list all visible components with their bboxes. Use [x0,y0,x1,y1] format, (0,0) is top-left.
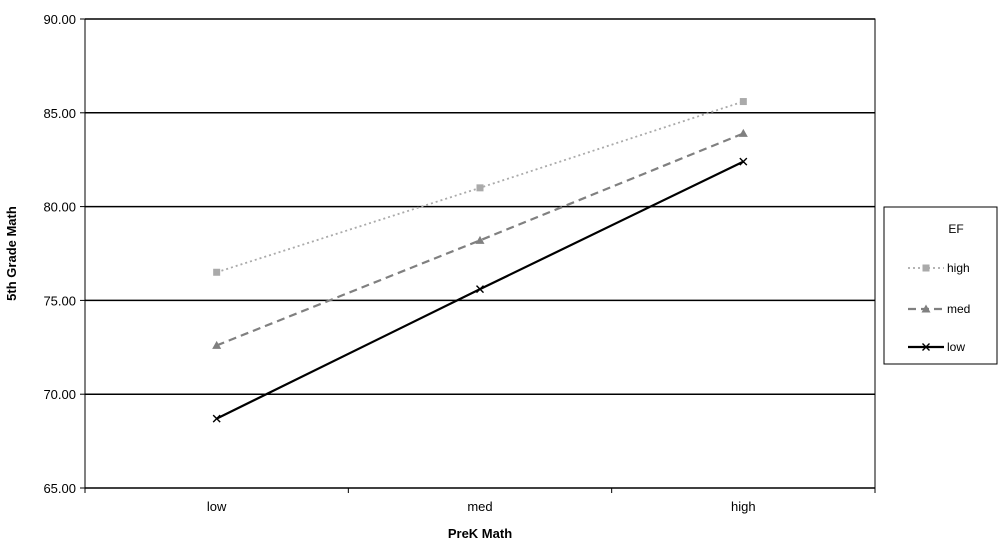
x-axis-title: PreK Math [448,526,512,541]
y-axis-title: 5th Grade Math [4,206,19,301]
legend-items: high med low [908,261,970,354]
data-point-high [213,268,221,276]
legend-item-med: med [908,302,970,316]
legend-label: low [947,340,965,354]
x-axis-ticks: low med high [84,488,876,514]
legend-label: med [947,302,970,316]
series-lines [212,98,748,423]
series-low [212,157,748,423]
series-high [213,98,747,276]
series-line-med [216,132,744,347]
x-tick-label: med [467,499,492,514]
data-point-high [476,184,484,192]
y-tick-label: 70.00 [43,387,76,402]
data-point-med [475,235,485,244]
y-tick-label: 90.00 [43,12,76,27]
data-point-low [739,157,748,166]
data-point-low [476,285,484,294]
legend-label: high [947,261,970,275]
plot-area-frame [84,18,876,489]
x-tick-label: high [731,499,756,514]
legend-swatch-marker [922,343,930,351]
legend-swatch-marker [922,264,930,272]
data-point-med [212,340,222,349]
y-tick-label: 80.00 [43,200,76,215]
gridlines [85,18,875,489]
legend-item-high: high [908,261,970,275]
x-tick-label: low [207,499,227,514]
legend-title: EF [948,222,963,236]
series-med [212,128,748,349]
data-point-high [739,98,747,106]
y-tick-label: 75.00 [43,293,76,308]
legend-box [883,206,998,365]
y-axis-ticks: 65.00 70.00 75.00 80.00 85.00 90.00 [43,12,85,496]
y-tick-label: 65.00 [43,481,76,496]
data-point-med [738,128,748,137]
legend-swatch-marker [921,304,931,313]
data-point-low [212,414,221,423]
y-tick-label: 85.00 [43,106,76,121]
legend-item-low: low [908,340,965,354]
legend: EF high med low [883,206,998,365]
